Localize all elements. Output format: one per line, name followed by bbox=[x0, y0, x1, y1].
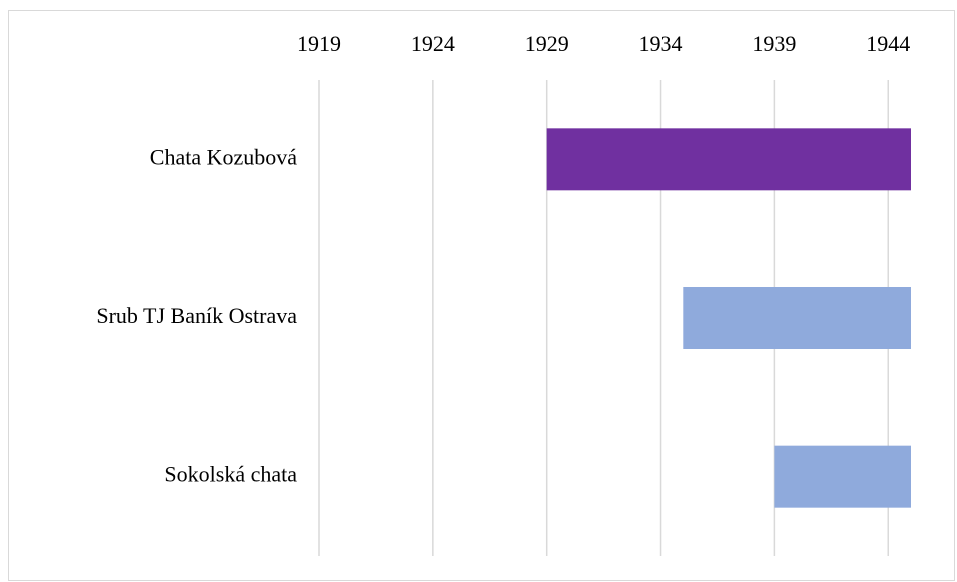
y-tick-label: Chata Kozubová bbox=[150, 144, 297, 169]
x-tick-label: 1944 bbox=[866, 31, 910, 56]
y-tick-label: Srub TJ Baník Ostrava bbox=[96, 303, 297, 328]
bar bbox=[774, 445, 911, 508]
x-tick-label: 1924 bbox=[411, 31, 455, 56]
bar bbox=[683, 287, 911, 349]
chart-frame bbox=[8, 10, 955, 581]
x-tick-label: 1919 bbox=[297, 31, 341, 56]
x-tick-label: 1929 bbox=[525, 31, 569, 56]
x-tick-label: 1934 bbox=[639, 31, 683, 56]
x-tick-label: 1939 bbox=[752, 31, 796, 56]
bar bbox=[546, 128, 911, 191]
y-tick-label: Sokolská chata bbox=[164, 462, 297, 487]
